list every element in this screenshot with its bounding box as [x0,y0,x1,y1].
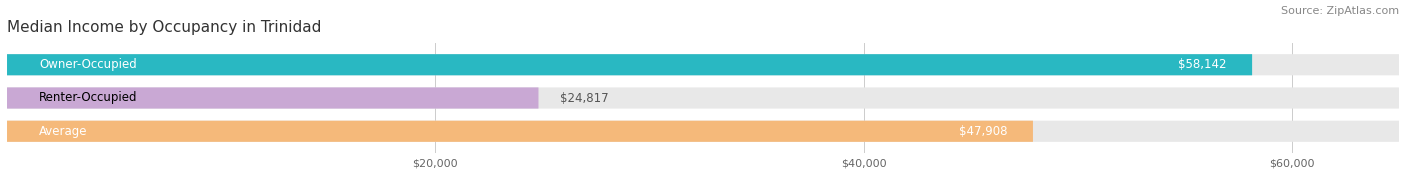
Text: $24,817: $24,817 [560,92,609,104]
FancyBboxPatch shape [7,54,1253,75]
Text: Median Income by Occupancy in Trinidad: Median Income by Occupancy in Trinidad [7,20,322,35]
FancyBboxPatch shape [7,121,1033,142]
Text: Owner-Occupied: Owner-Occupied [39,58,136,71]
FancyBboxPatch shape [7,54,1399,75]
Text: Source: ZipAtlas.com: Source: ZipAtlas.com [1281,6,1399,16]
Text: Renter-Occupied: Renter-Occupied [39,92,138,104]
FancyBboxPatch shape [7,121,1399,142]
FancyBboxPatch shape [7,87,538,109]
Text: Average: Average [39,125,87,138]
FancyBboxPatch shape [7,87,1399,109]
Text: $47,908: $47,908 [959,125,1007,138]
Text: $58,142: $58,142 [1178,58,1226,71]
